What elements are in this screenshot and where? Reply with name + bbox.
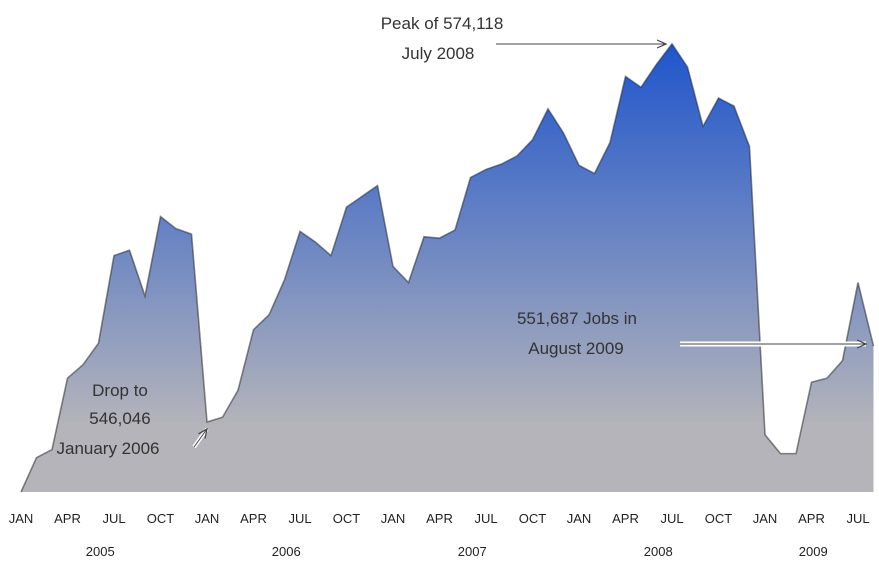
x-tick-label: OCT — [705, 511, 733, 526]
x-tick-label: JUL — [288, 511, 311, 526]
x-tick-label: JUL — [102, 511, 125, 526]
x-tick-label: JAN — [195, 511, 220, 526]
annotation: August 2009 — [528, 339, 623, 358]
x-tick-label: JUL — [474, 511, 497, 526]
year-label: 2008 — [644, 544, 673, 559]
x-tick-label: APR — [612, 511, 639, 526]
annotation: 551,687 Jobs in — [517, 309, 637, 328]
annotation: January 2006 — [56, 439, 159, 458]
x-tick-label: OCT — [519, 511, 547, 526]
x-tick-label: OCT — [147, 511, 175, 526]
year-label: 2006 — [272, 544, 301, 559]
x-tick-label: APR — [798, 511, 825, 526]
x-tick-label: APR — [54, 511, 81, 526]
x-tick-label: JAN — [9, 511, 34, 526]
area-line — [20, 42, 875, 493]
annotation: 546,046 — [89, 409, 150, 428]
x-tick-label: APR — [426, 511, 453, 526]
year-label: 2005 — [86, 544, 115, 559]
x-tick-label: JUL — [846, 511, 869, 526]
arrow — [192, 429, 209, 449]
annotation: Peak of 574,118 — [381, 14, 504, 33]
x-tick-label: JUL — [660, 511, 683, 526]
annotation: Drop to — [92, 381, 148, 400]
x-tick-label: JAN — [381, 511, 406, 526]
x-tick-label: APR — [240, 511, 267, 526]
x-tick-label: OCT — [333, 511, 361, 526]
x-tick-label: JAN — [753, 511, 778, 526]
year-label: 2007 — [458, 544, 487, 559]
annotation: July 2008 — [402, 44, 475, 63]
x-tick-label: JAN — [567, 511, 592, 526]
area-fill — [21, 43, 874, 492]
year-label: 2009 — [799, 544, 828, 559]
